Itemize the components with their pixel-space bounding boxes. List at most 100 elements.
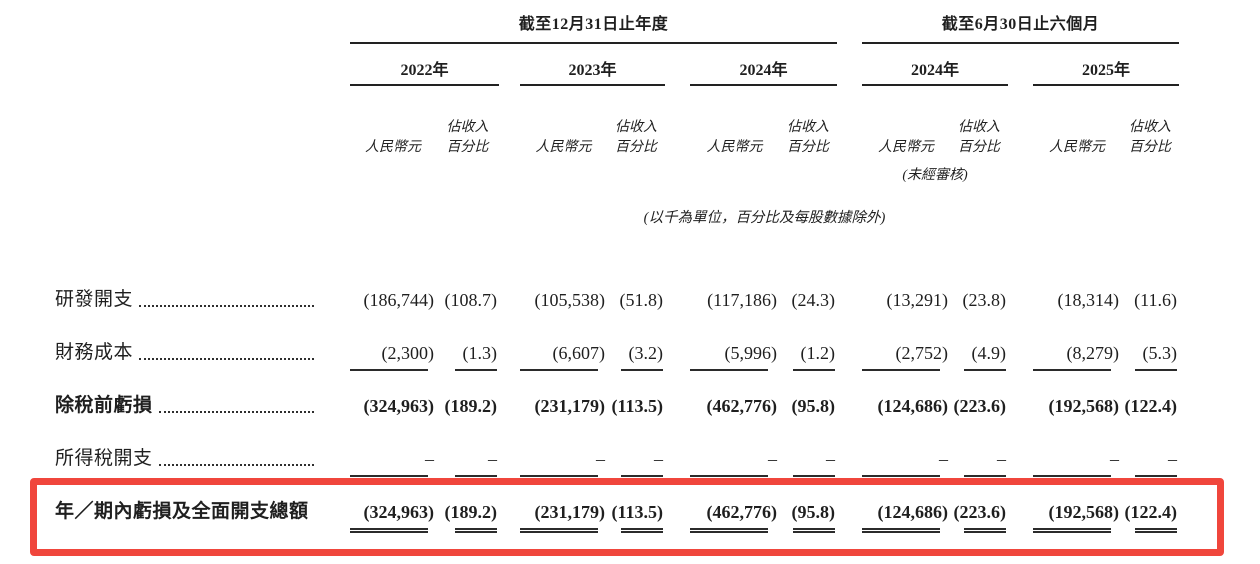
double-total-rule bbox=[793, 528, 835, 533]
row-label: 研發開支 bbox=[55, 276, 350, 329]
value-cell: – bbox=[1121, 435, 1179, 488]
year-2025-interim: 2025年 bbox=[1081, 62, 1130, 79]
row-label: 年／期內虧損及全面開支總額 bbox=[55, 488, 350, 541]
value-text: (5.3) bbox=[1142, 343, 1178, 363]
value-text: (51.8) bbox=[619, 290, 664, 310]
period-group-header-row: 截至12月31日止年度 截至6月30日止六個月 bbox=[0, 0, 1260, 42]
value-cell: – bbox=[436, 435, 499, 488]
subtotal-rule bbox=[1033, 369, 1111, 371]
value-text: (189.2) bbox=[444, 502, 498, 522]
value-text: (231,179) bbox=[534, 502, 606, 522]
year-header-row: 2022年 2023年 2024年 2024年 2025年 bbox=[0, 56, 1260, 84]
value-cell: (95.8) bbox=[779, 382, 837, 435]
year-header-rules bbox=[0, 84, 1260, 98]
value-cell: (4.9) bbox=[950, 329, 1008, 382]
value-cell: (124,686) bbox=[862, 382, 950, 435]
unaudited-row: (未經審核) bbox=[0, 160, 1260, 196]
value-cell: (189.2) bbox=[436, 488, 499, 541]
value-text: (108.7) bbox=[444, 290, 498, 310]
dot-leader bbox=[139, 341, 314, 360]
value-text: – bbox=[768, 449, 777, 469]
value-cell: – bbox=[607, 435, 665, 488]
subtotal-rule bbox=[964, 369, 1006, 371]
value-cell: (8,279) bbox=[1033, 329, 1121, 382]
subtotal-rule bbox=[350, 475, 428, 477]
row-label-text: 財務成本 bbox=[55, 342, 134, 363]
value-text: (3.2) bbox=[628, 343, 664, 363]
value-text: – bbox=[939, 449, 948, 469]
rule-line bbox=[350, 84, 499, 86]
value-text: – bbox=[997, 449, 1006, 469]
year-2024-interim: 2024年 bbox=[910, 62, 959, 79]
row-label: 所得稅開支 bbox=[55, 435, 350, 488]
value-text: – bbox=[654, 449, 663, 469]
value-cell: – bbox=[690, 435, 779, 488]
row-label: 除稅前虧損 bbox=[55, 382, 350, 435]
value-text: (13,291) bbox=[886, 290, 949, 310]
value-text: (124,686) bbox=[877, 396, 949, 416]
value-text: (1.2) bbox=[800, 343, 836, 363]
value-text: (105,538) bbox=[534, 290, 606, 310]
table-row: 年／期內虧損及全面開支總額 (324,963) (189.2) (231,179) (1… bbox=[0, 488, 1260, 541]
table-row: 研發開支 (186,744) (108.7) (105,538) (51.8) (117,… bbox=[0, 276, 1260, 329]
subtotal-rule bbox=[862, 475, 940, 477]
value-cell: (95.8) bbox=[779, 488, 837, 541]
value-cell: (324,963) bbox=[350, 382, 436, 435]
period-group-rules bbox=[0, 42, 1260, 56]
double-total-rule bbox=[964, 528, 1006, 533]
year-2022: 2022年 bbox=[400, 62, 449, 79]
value-text: (2,752) bbox=[895, 343, 949, 363]
rule-line bbox=[690, 84, 837, 86]
value-cell: (231,179) bbox=[520, 488, 607, 541]
subtotal-rule bbox=[520, 475, 598, 477]
value-text: – bbox=[1168, 449, 1177, 469]
value-cell: (186,744) bbox=[350, 276, 436, 329]
double-total-rule bbox=[862, 528, 940, 533]
value-cell: (192,568) bbox=[1033, 382, 1121, 435]
value-text: (11.6) bbox=[1134, 290, 1177, 310]
value-cell: – bbox=[520, 435, 607, 488]
value-cell: (223.6) bbox=[950, 382, 1008, 435]
double-total-rule bbox=[1135, 528, 1177, 533]
col-header-pct: 佔收入 百分比 bbox=[1129, 120, 1171, 155]
double-total-rule bbox=[690, 528, 768, 533]
subtotal-rule bbox=[455, 475, 497, 477]
value-cell: (122.4) bbox=[1121, 488, 1179, 541]
value-cell: (124,686) bbox=[862, 488, 950, 541]
subtotal-rule bbox=[520, 369, 598, 371]
subtotal-rule bbox=[1033, 475, 1111, 477]
value-cell: (24.3) bbox=[779, 276, 837, 329]
year-2024: 2024年 bbox=[739, 62, 788, 79]
subtotal-rule bbox=[690, 369, 768, 371]
value-cell: (3.2) bbox=[607, 329, 665, 382]
subtotal-rule bbox=[1135, 369, 1177, 371]
units-note-row: (以千為單位，百分比及每股數據除外) bbox=[0, 196, 1260, 240]
table-row: 財務成本 (2,300) (1.3) (6,607) (3.2) (5,996) (1.2)… bbox=[0, 329, 1260, 382]
value-cell: (113.5) bbox=[607, 382, 665, 435]
table-rows: 研發開支 (186,744) (108.7) (105,538) (51.8) (117,… bbox=[0, 276, 1260, 541]
double-total-rule bbox=[621, 528, 663, 533]
value-text: – bbox=[425, 449, 434, 469]
col-header-rmb: 人民幣元 bbox=[365, 140, 421, 155]
subtotal-rule bbox=[1135, 475, 1177, 477]
row-label-text: 除稅前虧損 bbox=[55, 395, 153, 416]
value-text: (122.4) bbox=[1124, 502, 1178, 522]
units-note: (以千為單位，百分比及每股數據除外) bbox=[643, 210, 886, 226]
value-cell: (1.3) bbox=[436, 329, 499, 382]
value-text: (24.3) bbox=[791, 290, 836, 310]
rule-line bbox=[520, 84, 665, 86]
value-cell: – bbox=[1033, 435, 1121, 488]
value-text: (122.4) bbox=[1124, 396, 1178, 416]
double-total-rule bbox=[1033, 528, 1111, 533]
value-cell: (113.5) bbox=[607, 488, 665, 541]
period-group-interim: 截至6月30日止六個月 bbox=[941, 16, 1100, 33]
col-header-rmb: 人民幣元 bbox=[878, 140, 934, 155]
subtotal-rule bbox=[621, 369, 663, 371]
value-text: (223.6) bbox=[953, 502, 1007, 522]
value-text: (8,279) bbox=[1066, 343, 1120, 363]
col-header-rmb: 人民幣元 bbox=[535, 140, 592, 155]
row-label: 財務成本 bbox=[55, 329, 350, 382]
dot-leader bbox=[139, 288, 314, 307]
rule-line bbox=[1033, 84, 1179, 86]
value-cell: – bbox=[950, 435, 1008, 488]
